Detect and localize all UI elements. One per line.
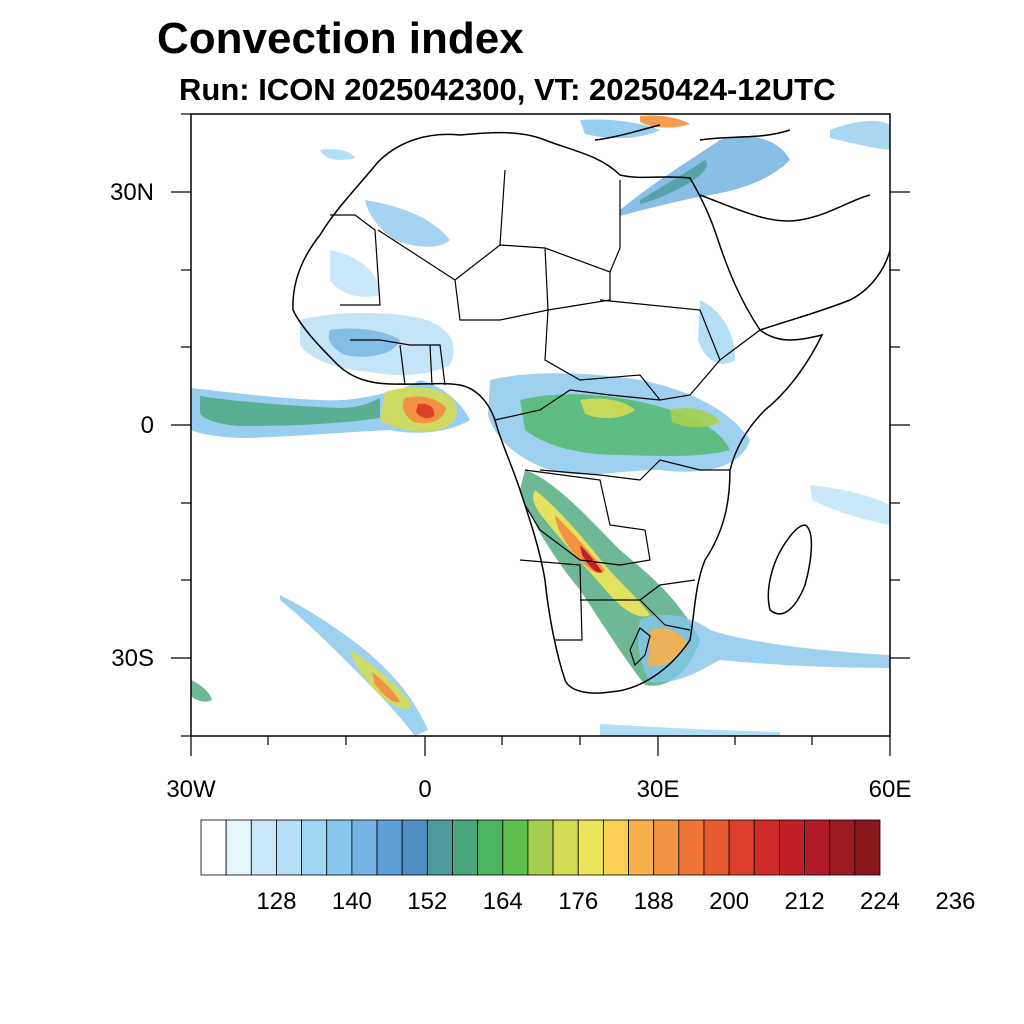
- colorbar-box: [200, 819, 227, 876]
- colorbar-box: [376, 819, 403, 876]
- colorbar-box: [552, 819, 579, 876]
- colorbar-box: [779, 819, 805, 876]
- colorbar-box: [829, 819, 856, 876]
- colorbar-box: [502, 819, 529, 876]
- lon-label-0: 0: [418, 776, 432, 803]
- colorbar-box: [225, 819, 252, 876]
- colorbar-tick-label: 164: [482, 888, 523, 915]
- convection-field: [191, 115, 890, 736]
- colorbar-tick-label: 188: [633, 888, 674, 915]
- coastlines: [292, 124, 890, 694]
- colorbar-tick-label: 176: [558, 888, 599, 915]
- colorbar-tick-label: 152: [407, 888, 448, 915]
- colorbar-box: [854, 819, 881, 876]
- country-borders: [330, 169, 761, 667]
- colorbar-box: [703, 819, 730, 876]
- colorbar-box: [527, 819, 554, 876]
- colorbar-box: [426, 819, 453, 876]
- colorbar-box: [577, 819, 604, 876]
- colorbar-box: [351, 819, 378, 876]
- colorbar-box: [452, 819, 479, 876]
- colorbar-tick-label: 128: [256, 888, 297, 915]
- field-sahara: [365, 200, 450, 247]
- arabia-coast: [699, 194, 890, 331]
- colorbar-tick-label: 140: [331, 888, 372, 915]
- colorbar-box: [326, 819, 353, 876]
- colorbar-box: [301, 819, 328, 876]
- chart-title: Convection index: [157, 14, 524, 63]
- lat-label-0: 0: [140, 412, 154, 439]
- axis-ticks: [171, 113, 910, 756]
- colorbar-box: [276, 819, 302, 876]
- colorbar-box: [477, 819, 504, 876]
- colorbar-box: [753, 819, 780, 876]
- lat-label-30n: 30N: [109, 179, 154, 206]
- colorbar-box: [653, 819, 680, 876]
- lon-label-30w: 30W: [166, 776, 216, 803]
- madagascar-coast: [767, 524, 813, 615]
- colorbar-box: [804, 819, 831, 876]
- chart-subtitle: Run: ICON 2025042300, VT: 20250424-12UTC: [179, 72, 836, 107]
- colorbar-tick-label: 224: [859, 888, 901, 915]
- colorbar-box: [602, 819, 629, 876]
- colorbar-tick-label: 200: [709, 888, 750, 915]
- lon-label-60e: 60E: [868, 776, 912, 803]
- lat-label-30s: 30S: [111, 645, 154, 672]
- colorbar-tick-label: 236: [935, 888, 976, 915]
- colorbar-tick-label: 212: [784, 888, 825, 915]
- colorbar-box: [678, 819, 705, 876]
- lon-label-30e: 30E: [636, 776, 680, 803]
- colorbar-box: [728, 819, 755, 876]
- colorbar-box: [401, 819, 428, 876]
- africa-coastline: [292, 131, 824, 694]
- colorbar-box: [250, 819, 277, 876]
- colorbar-box: [628, 819, 655, 876]
